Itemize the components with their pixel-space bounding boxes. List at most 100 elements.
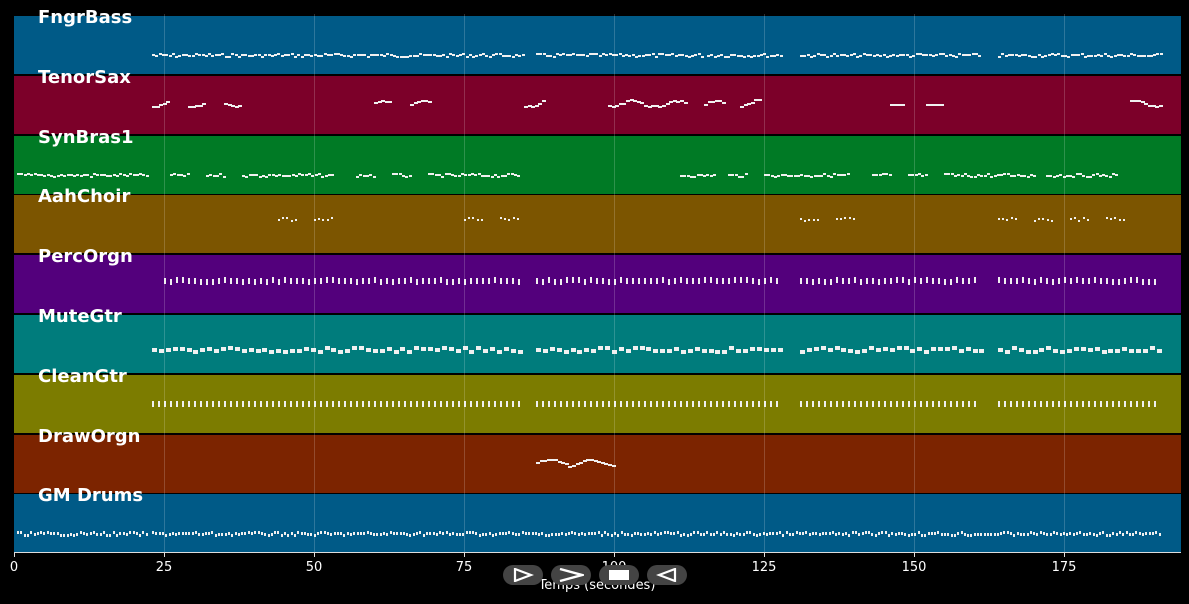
note bbox=[1076, 277, 1078, 284]
note bbox=[119, 172, 123, 175]
note bbox=[836, 218, 838, 221]
note bbox=[875, 54, 879, 56]
note bbox=[1088, 175, 1092, 178]
note bbox=[592, 53, 596, 55]
note bbox=[779, 55, 783, 57]
note bbox=[1080, 347, 1086, 351]
note bbox=[23, 534, 26, 538]
note bbox=[1076, 532, 1078, 536]
note bbox=[1085, 175, 1089, 178]
note bbox=[405, 175, 409, 178]
note bbox=[925, 54, 929, 56]
note bbox=[1060, 350, 1066, 354]
note bbox=[683, 174, 687, 177]
note bbox=[607, 533, 610, 537]
note bbox=[538, 533, 541, 537]
note bbox=[1102, 531, 1105, 535]
note bbox=[716, 531, 719, 535]
note bbox=[139, 172, 143, 175]
note bbox=[968, 400, 970, 407]
note bbox=[644, 54, 648, 56]
note bbox=[300, 532, 303, 536]
note bbox=[116, 534, 118, 538]
note bbox=[740, 277, 742, 284]
note bbox=[186, 348, 192, 352]
note bbox=[445, 531, 448, 535]
note bbox=[79, 531, 82, 535]
note bbox=[910, 349, 916, 353]
note bbox=[891, 532, 894, 536]
note bbox=[722, 278, 724, 285]
note bbox=[1076, 400, 1078, 407]
note bbox=[92, 531, 95, 535]
note bbox=[971, 53, 975, 55]
note bbox=[441, 346, 447, 350]
note bbox=[542, 349, 548, 353]
note bbox=[839, 54, 843, 56]
note bbox=[633, 532, 636, 536]
note bbox=[967, 534, 970, 538]
forward-button[interactable] bbox=[551, 565, 591, 585]
note bbox=[998, 218, 1000, 221]
note bbox=[1067, 56, 1071, 58]
note bbox=[206, 279, 208, 286]
note bbox=[713, 533, 715, 537]
note bbox=[1019, 174, 1023, 177]
note bbox=[623, 533, 626, 537]
note bbox=[993, 533, 996, 537]
x-axis-line bbox=[14, 552, 1181, 553]
note bbox=[218, 400, 220, 407]
note bbox=[818, 400, 820, 407]
note bbox=[89, 175, 93, 178]
note bbox=[142, 173, 146, 176]
note bbox=[793, 174, 797, 177]
note bbox=[274, 54, 278, 56]
note bbox=[1017, 55, 1021, 57]
note bbox=[597, 460, 602, 463]
note bbox=[1075, 172, 1079, 175]
note bbox=[392, 172, 395, 175]
note bbox=[542, 53, 546, 55]
note bbox=[896, 400, 898, 407]
note bbox=[504, 218, 507, 221]
note bbox=[836, 173, 840, 176]
note bbox=[251, 173, 255, 176]
note bbox=[437, 173, 441, 176]
note bbox=[884, 400, 886, 407]
note bbox=[590, 277, 592, 284]
note bbox=[505, 55, 509, 57]
note bbox=[96, 533, 99, 537]
note bbox=[746, 531, 748, 535]
back-button[interactable] bbox=[647, 565, 687, 585]
note bbox=[353, 54, 357, 56]
note bbox=[188, 55, 192, 57]
note bbox=[848, 534, 851, 538]
note bbox=[350, 278, 352, 285]
note bbox=[828, 532, 831, 536]
note bbox=[310, 533, 313, 537]
note bbox=[1082, 217, 1085, 220]
note bbox=[260, 532, 263, 536]
note bbox=[119, 532, 122, 536]
note bbox=[446, 279, 448, 286]
note bbox=[611, 105, 616, 108]
note bbox=[885, 172, 889, 175]
stop-button[interactable] bbox=[599, 565, 639, 585]
note bbox=[1148, 400, 1150, 407]
note bbox=[620, 400, 622, 407]
note bbox=[896, 277, 898, 284]
note bbox=[706, 173, 710, 176]
note bbox=[176, 400, 178, 407]
note bbox=[231, 104, 236, 107]
note bbox=[1130, 400, 1132, 407]
note bbox=[1026, 533, 1029, 537]
note bbox=[608, 104, 612, 107]
play-button[interactable] bbox=[503, 565, 543, 585]
note bbox=[1000, 173, 1004, 176]
note bbox=[386, 347, 392, 351]
x-tick-label: 75 bbox=[455, 560, 473, 575]
note bbox=[993, 174, 997, 177]
note bbox=[386, 400, 388, 407]
x-tick-label: 0 bbox=[9, 560, 19, 575]
note bbox=[280, 55, 284, 57]
